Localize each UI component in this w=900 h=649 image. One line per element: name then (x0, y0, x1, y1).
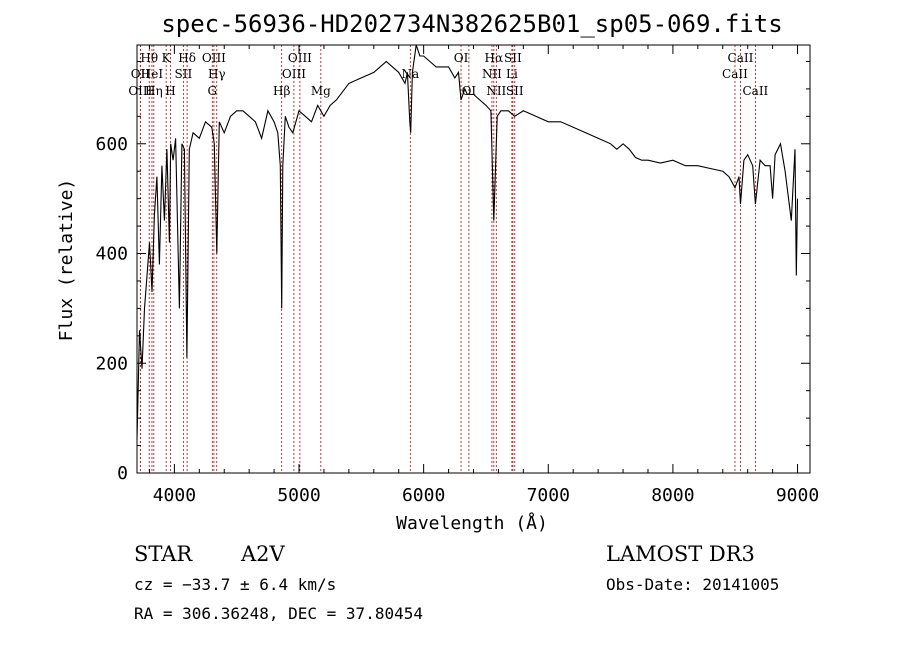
line-label-17: OI (454, 51, 469, 65)
line-label-19: NII (482, 67, 502, 81)
y-tick-label: 600 (95, 134, 128, 155)
line-label-8: Hδ (178, 51, 196, 65)
chart-title: spec-56936-HD202734N382625B01_sp05-069.f… (161, 10, 782, 38)
line-label-22: SII (504, 51, 522, 65)
line-label-1: OIII (128, 84, 152, 98)
line-markers (139, 45, 756, 473)
line-label-21: NII (486, 84, 506, 98)
y-tick-label: 0 (117, 463, 128, 484)
object-type: STAR (134, 542, 193, 566)
line-label-16: Na (401, 67, 419, 81)
line-label-11: G (207, 84, 217, 98)
line-label-15: Mg (311, 84, 331, 98)
line-label-10: Hγ (208, 67, 226, 81)
line-label-6: H (165, 84, 175, 98)
plot-frame (136, 44, 811, 474)
y-axis: 0 200 400 600 (95, 60, 810, 484)
line-label-24: SII (506, 84, 524, 98)
x-axis-label: Wavelength (Å) (396, 512, 548, 534)
line-label-26: CaII (728, 51, 754, 65)
spectral-class: A2V (240, 542, 286, 566)
line-label-25: CaII (722, 67, 748, 81)
line-label-9: OIII (202, 51, 226, 65)
line-label-2: Hθ (140, 51, 158, 65)
coordinates: RA = 306.36248, DEC = 37.80454 (134, 604, 423, 623)
line-label-5: K (162, 51, 172, 65)
x-tick-label: 5000 (277, 485, 320, 506)
line-label-23: Li (506, 67, 518, 81)
x-axis: 4000 5000 6000 7000 8000 9000 (148, 45, 819, 506)
y-tick-label: 200 (95, 353, 128, 374)
x-tick-label: 8000 (651, 485, 694, 506)
line-label-0: OII (131, 67, 151, 81)
line-label-20: Hα (485, 51, 504, 65)
x-tick-label: 4000 (153, 485, 196, 506)
line-label-7: SII (175, 67, 193, 81)
line-label-4: Hη (145, 84, 163, 98)
x-tick-label: 6000 (402, 485, 445, 506)
observation-date: Obs-Date: 20141005 (606, 575, 779, 594)
redshift-cz: cz = −33.7 ± 6.4 km/s (134, 575, 336, 594)
y-tick-label: 400 (95, 244, 128, 265)
x-tick-label: 7000 (527, 485, 570, 506)
line-label-13: OIII (282, 67, 306, 81)
spectrum-line (136, 44, 799, 441)
survey-name: LAMOST DR3 (606, 542, 755, 566)
line-label-12: Hβ (273, 84, 290, 98)
line-label-27: CaII (742, 84, 768, 98)
line-label-3: HeI (141, 67, 164, 81)
y-axis-label: Flux (relative) (56, 179, 77, 342)
line-label-14: OIII (288, 51, 312, 65)
x-tick-label: 9000 (776, 485, 819, 506)
